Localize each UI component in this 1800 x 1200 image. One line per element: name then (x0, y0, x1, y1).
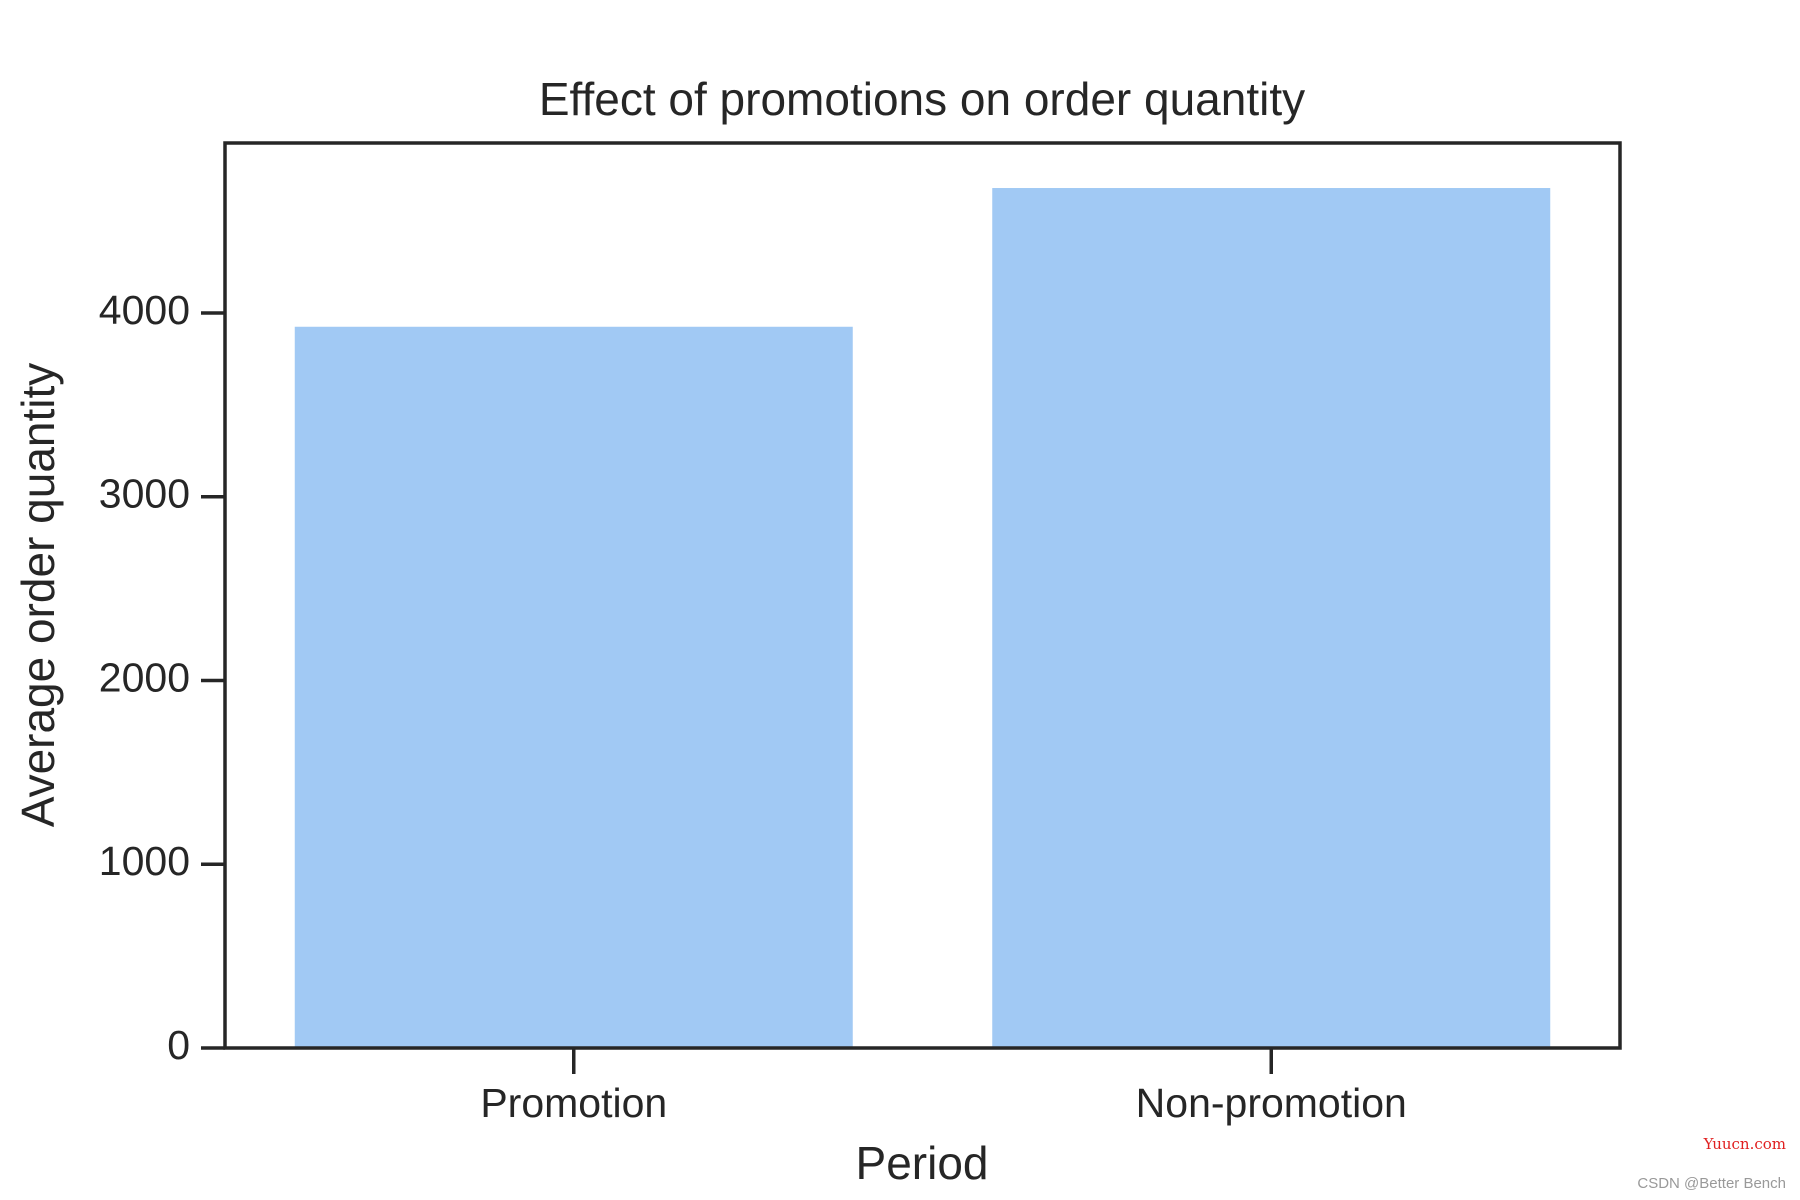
y-tick-label: 2000 (99, 654, 190, 700)
chart-title: Effect of promotions on order quantity (539, 73, 1305, 125)
y-tick-label: 1000 (99, 838, 190, 884)
bar (294, 326, 853, 1048)
bar (992, 188, 1551, 1048)
x-tick-label: Promotion (480, 1080, 667, 1126)
y-axis-label: Average order quantity (12, 363, 64, 828)
watermark: Yuucn.com (1703, 1135, 1786, 1153)
y-tick-label: 3000 (99, 471, 190, 517)
x-axis-label: Period (856, 1137, 989, 1189)
y-tick-label: 0 (167, 1022, 190, 1068)
x-tick-label: Non-promotion (1136, 1080, 1407, 1126)
watermark: CSDN @Better Bench (1637, 1175, 1786, 1192)
y-tick-label: 4000 (99, 287, 190, 333)
plot-frame (223, 141, 1622, 1050)
